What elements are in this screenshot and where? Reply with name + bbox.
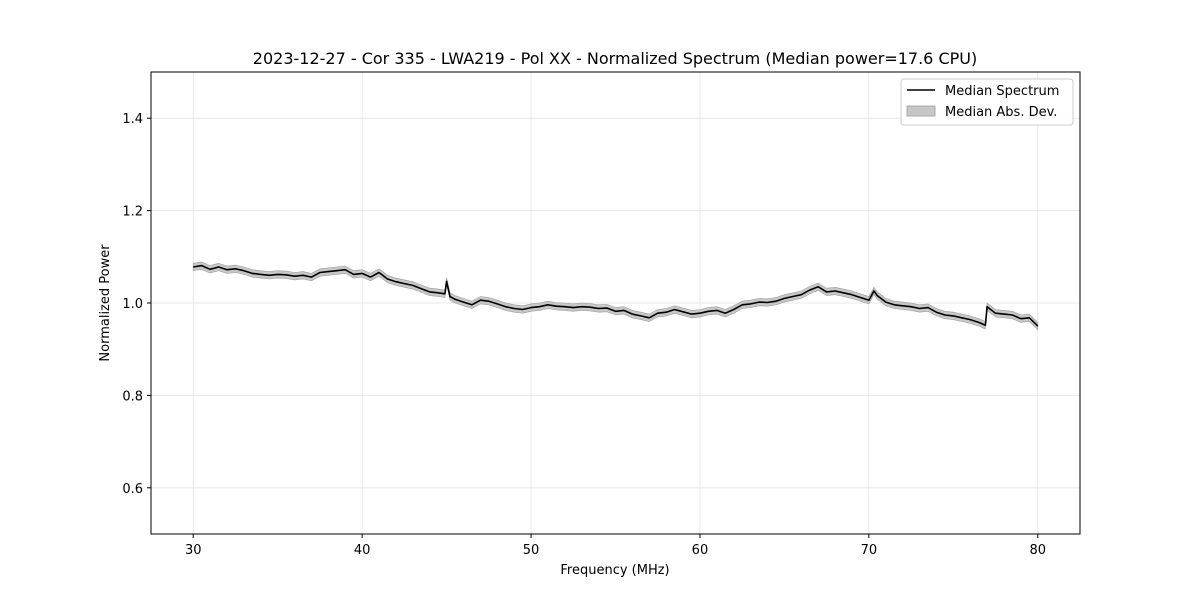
y-tick-label: 1.2 bbox=[122, 205, 143, 220]
x-axis-label: Frequency (MHz) bbox=[560, 563, 669, 578]
median-spectrum-line bbox=[193, 264, 1039, 327]
x-tick-label: 30 bbox=[185, 543, 202, 558]
x-tick-label: 80 bbox=[1029, 543, 1046, 558]
legend-box bbox=[900, 78, 1074, 126]
x-tick-label: 40 bbox=[354, 543, 371, 558]
y-tick-label: 1.0 bbox=[122, 297, 143, 312]
y-tick-label: 0.6 bbox=[122, 482, 143, 497]
legend-label-median-abs-dev: Median Abs. Dev. bbox=[945, 105, 1057, 120]
chart-title: 2023-12-27 - Cor 335 - LWA219 - Pol XX -… bbox=[253, 49, 977, 68]
legend-band-swatch bbox=[906, 105, 936, 117]
x-tick-label: 60 bbox=[692, 543, 709, 558]
y-axis-label: Normalized Power bbox=[98, 244, 113, 362]
median-abs-dev-band bbox=[192, 261, 1039, 331]
legend-label-median-spectrum: Median Spectrum bbox=[945, 84, 1059, 99]
median-line-layer bbox=[193, 264, 1039, 327]
y-tick-label: 0.8 bbox=[122, 389, 143, 404]
y-axis-ticks: 0.6 0.8 1.0 1.2 1.4 bbox=[122, 112, 151, 497]
mad-band-layer bbox=[192, 261, 1039, 331]
y-tick-label: 1.4 bbox=[122, 112, 143, 127]
x-tick-label: 50 bbox=[523, 543, 540, 558]
x-tick-label: 70 bbox=[861, 543, 878, 558]
x-axis-ticks: 30 40 50 60 70 80 bbox=[185, 534, 1046, 558]
legend: Median Spectrum Median Abs. Dev. bbox=[900, 78, 1074, 126]
